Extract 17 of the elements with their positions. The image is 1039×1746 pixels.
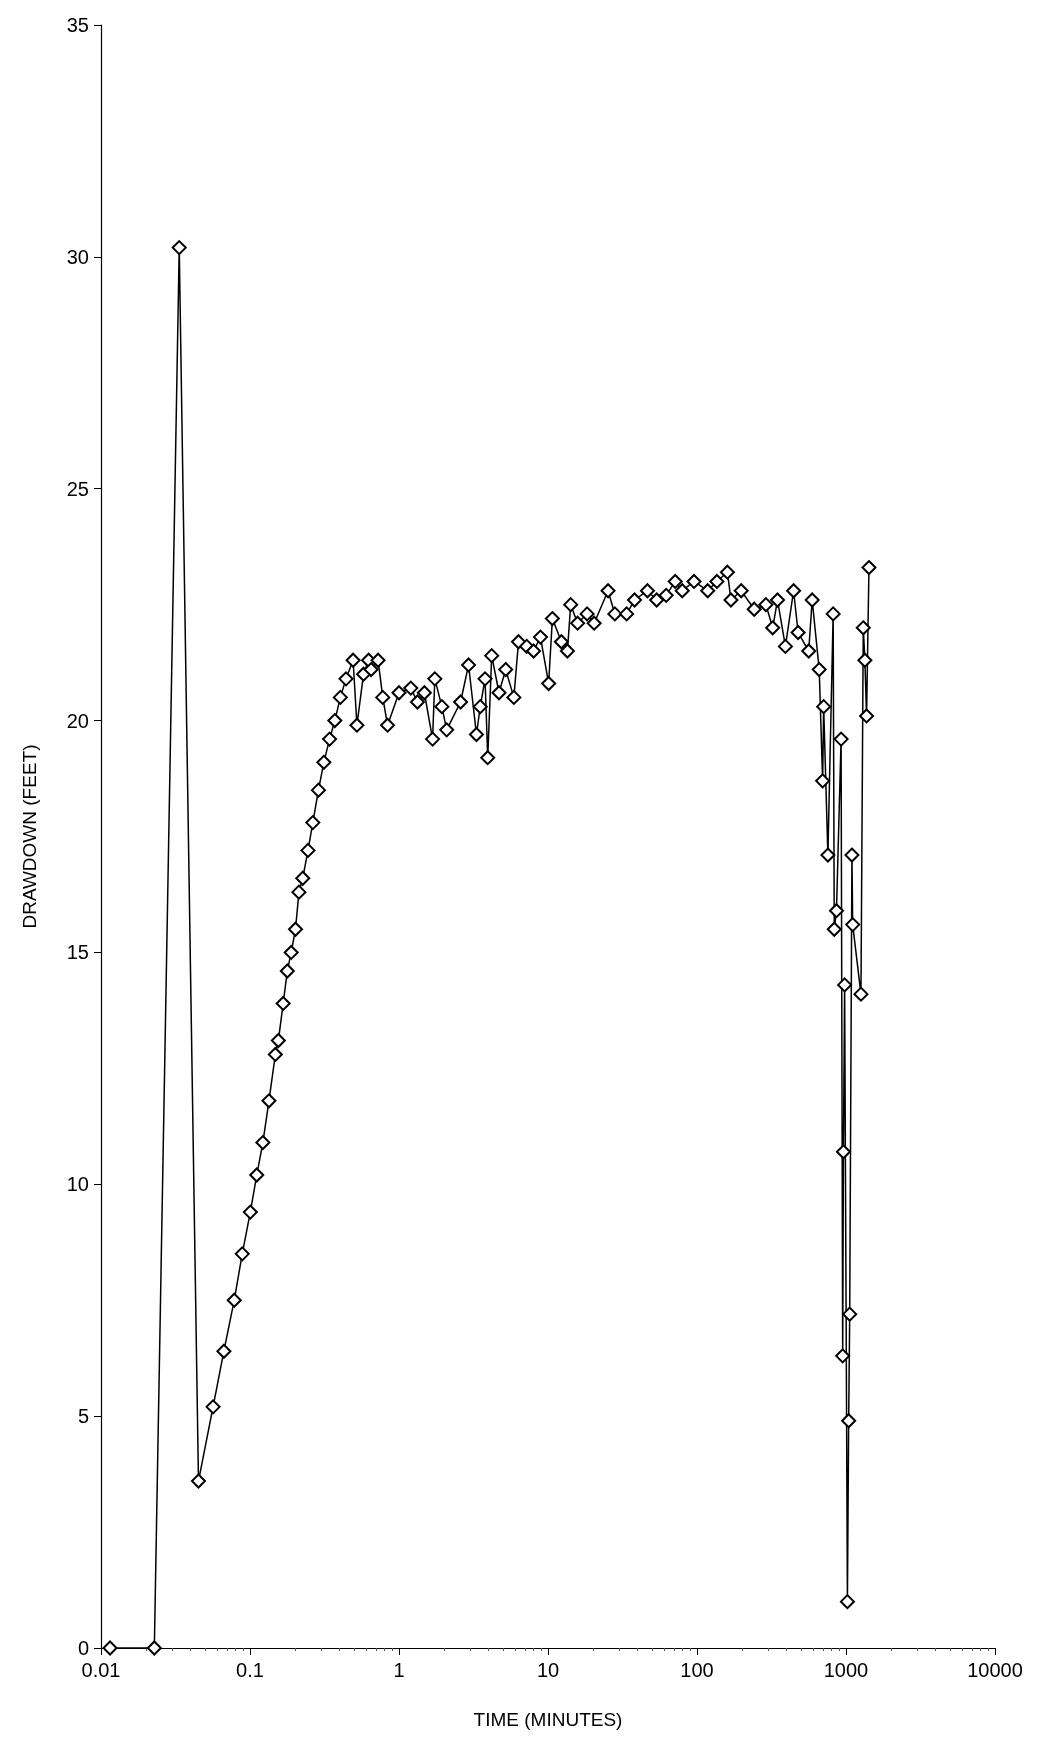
y-tick-label: 15 <box>66 941 89 964</box>
y-tick-label: 35 <box>66 14 89 36</box>
y-tick-label: 5 <box>77 1405 89 1428</box>
x-axis-title: TIME (MINUTES) <box>473 1709 623 1730</box>
x-tick-label: 10000 <box>967 1659 1023 1681</box>
y-tick-label: 30 <box>66 245 89 268</box>
x-tick-label: 1000 <box>823 1659 869 1681</box>
y-tick-label: 0 <box>77 1637 89 1659</box>
x-tick-label: 0.1 <box>236 1659 264 1681</box>
x-tick-label: 10 <box>536 1659 560 1681</box>
x-tick-label: 1 <box>393 1659 405 1681</box>
y-tick-label: 25 <box>66 477 89 500</box>
y-tick-label: 10 <box>66 1173 89 1196</box>
x-tick-label: 0.01 <box>81 1659 121 1681</box>
y-tick-label: 20 <box>66 709 89 732</box>
x-tick-label: 100 <box>680 1659 714 1681</box>
y-axis-title: DRAWDOWN (FEET) <box>19 744 40 929</box>
